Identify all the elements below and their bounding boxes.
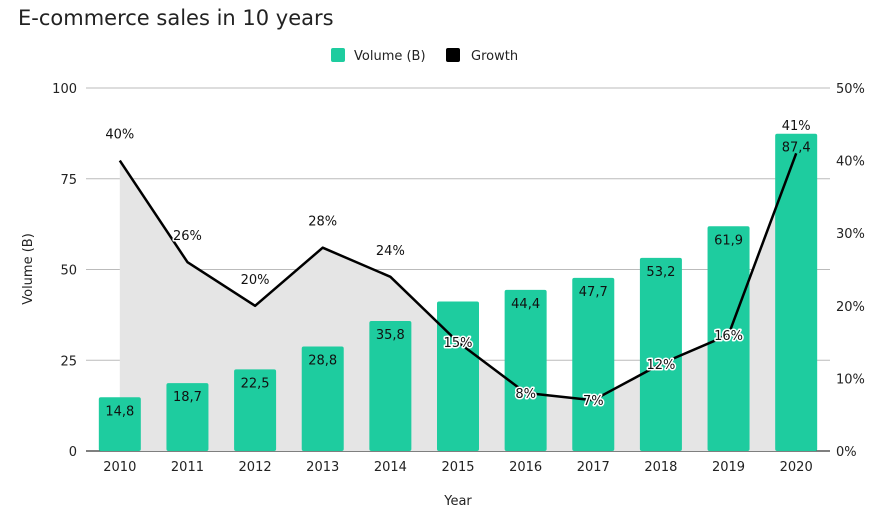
legend: Volume (B) Growth [331, 48, 518, 64]
bar-label-2013: 28,8 [308, 353, 337, 368]
x-axis-title: Year [443, 494, 472, 509]
y-axis-left-ticks: 0 25 50 75 100 [52, 82, 77, 460]
legend-label-growth: Growth [471, 49, 518, 64]
x-tick-2013: 2013 [306, 460, 339, 475]
y-left-tick-75: 75 [60, 173, 77, 188]
bar-2017 [572, 278, 614, 451]
y-right-tick-0%: 0% [836, 445, 857, 460]
x-axis-ticks: 2010 2011 2012 2013 2014 2015 2016 2017 2018 2019… [103, 460, 812, 475]
legend-swatch-volume [331, 48, 345, 62]
y-right-tick-10%: 10% [836, 372, 865, 387]
x-tick-2011: 2011 [171, 460, 204, 475]
sales-chart: E-commerce sales in 10 years Volume (B) … [0, 0, 895, 516]
bar-2020 [775, 134, 817, 451]
y-left-tick-100: 100 [52, 82, 77, 97]
bar-label-2012: 22,5 [241, 376, 270, 391]
bar-label-2011: 18,7 [173, 390, 202, 405]
growth-label-2018: 12% [646, 358, 675, 373]
x-tick-2014: 2014 [374, 460, 407, 475]
growth-label-2020: 41% [782, 119, 811, 134]
x-tick-2019: 2019 [712, 460, 745, 475]
growth-label-2010: 40% [105, 128, 134, 143]
bar-label-2016: 44,4 [511, 297, 540, 312]
x-tick-2010: 2010 [103, 460, 136, 475]
bar-2016 [505, 290, 547, 451]
growth-label-2019: 16% [714, 329, 743, 344]
y-right-tick-40%: 40% [836, 155, 865, 170]
growth-label-2012: 20% [241, 273, 270, 288]
legend-label-volume: Volume (B) [354, 49, 426, 64]
y-axis-title: Volume (B) [21, 233, 36, 305]
growth-label-2011: 26% [173, 229, 202, 244]
bar-label-2017: 47,7 [579, 285, 608, 300]
y-axis-right-ticks: 0% 10% 20% 30% 40% 50% [836, 82, 865, 460]
legend-swatch-growth [446, 48, 460, 62]
growth-label-2013: 28% [308, 215, 337, 230]
bar-2018 [640, 258, 682, 451]
bar-label-2019: 61,9 [714, 233, 743, 248]
y-left-tick-50: 50 [60, 264, 77, 279]
growth-label-2017: 7% [583, 394, 604, 409]
bar-label-2020: 87,4 [782, 141, 811, 156]
bar-label-2010: 14,8 [105, 404, 134, 419]
chart-title: E-commerce sales in 10 years [18, 6, 334, 30]
x-tick-2017: 2017 [577, 460, 610, 475]
y-left-tick-25: 25 [60, 354, 77, 369]
x-tick-2020: 2020 [780, 460, 813, 475]
y-right-tick-50%: 50% [836, 82, 865, 97]
growth-label-2016: 8% [515, 387, 536, 402]
bar-label-2018: 53,2 [646, 265, 675, 280]
y-right-tick-30%: 30% [836, 227, 865, 242]
y-right-tick-20%: 20% [836, 300, 865, 315]
growth-label-2015: 15% [444, 336, 473, 351]
growth-label-2014: 24% [376, 244, 405, 259]
x-tick-2015: 2015 [441, 460, 474, 475]
bar-label-2014: 35,8 [376, 328, 405, 343]
y-left-tick-0: 0 [69, 445, 77, 460]
x-tick-2016: 2016 [509, 460, 542, 475]
bar-2015 [437, 301, 479, 451]
x-tick-2018: 2018 [644, 460, 677, 475]
x-tick-2012: 2012 [239, 460, 272, 475]
